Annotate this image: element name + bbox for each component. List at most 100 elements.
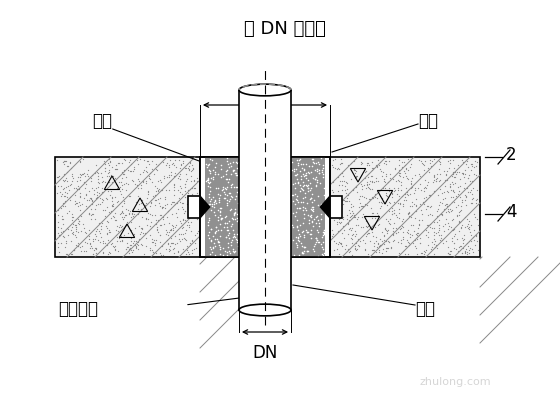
Point bbox=[356, 158, 365, 165]
Point bbox=[138, 177, 147, 184]
Point bbox=[448, 180, 457, 187]
Point bbox=[108, 179, 117, 185]
Point bbox=[104, 162, 113, 168]
Point bbox=[360, 175, 369, 181]
Point bbox=[329, 179, 338, 185]
Point bbox=[53, 174, 62, 180]
Point bbox=[338, 160, 347, 166]
Point bbox=[304, 217, 313, 223]
Point bbox=[334, 205, 343, 211]
Point bbox=[341, 198, 350, 204]
Point bbox=[106, 188, 115, 194]
Point bbox=[296, 233, 305, 240]
Point bbox=[343, 220, 352, 226]
Point bbox=[318, 200, 327, 206]
Point bbox=[298, 183, 307, 189]
Point bbox=[102, 225, 111, 231]
Point bbox=[462, 223, 471, 229]
Point bbox=[464, 171, 473, 178]
Point bbox=[106, 208, 115, 214]
Point bbox=[459, 240, 468, 246]
Point bbox=[472, 163, 480, 169]
Point bbox=[222, 167, 231, 173]
Point bbox=[120, 200, 129, 207]
Point bbox=[170, 183, 179, 190]
Point bbox=[203, 232, 212, 238]
Point bbox=[169, 172, 178, 179]
Point bbox=[380, 226, 389, 233]
Point bbox=[353, 214, 362, 221]
Point bbox=[184, 224, 193, 230]
Point bbox=[452, 236, 461, 242]
Point bbox=[76, 207, 85, 213]
Point bbox=[144, 158, 153, 164]
Point bbox=[470, 211, 479, 217]
Point bbox=[334, 198, 343, 204]
Point bbox=[207, 238, 216, 244]
Point bbox=[344, 249, 353, 256]
Point bbox=[166, 226, 175, 233]
Point bbox=[452, 213, 461, 219]
Point bbox=[225, 163, 234, 170]
Point bbox=[467, 200, 476, 207]
Point bbox=[379, 231, 388, 238]
Point bbox=[110, 247, 119, 253]
Point bbox=[419, 162, 428, 168]
Point bbox=[442, 176, 451, 183]
Point bbox=[458, 198, 466, 205]
Point bbox=[176, 238, 185, 244]
Point bbox=[338, 216, 347, 223]
Point bbox=[91, 250, 100, 257]
Point bbox=[86, 212, 95, 218]
Point bbox=[207, 226, 216, 233]
Point bbox=[75, 185, 84, 191]
Point bbox=[311, 234, 320, 241]
Point bbox=[230, 209, 239, 215]
Point bbox=[460, 180, 469, 187]
Point bbox=[72, 185, 81, 191]
Point bbox=[184, 201, 193, 207]
Point bbox=[370, 215, 379, 221]
Point bbox=[78, 200, 87, 207]
Point bbox=[148, 249, 157, 255]
Point bbox=[67, 181, 76, 187]
Point bbox=[301, 170, 310, 177]
Point bbox=[85, 194, 94, 201]
Point bbox=[91, 202, 100, 209]
Point bbox=[394, 167, 403, 173]
Point bbox=[380, 232, 389, 239]
Point bbox=[126, 157, 135, 164]
Point bbox=[381, 192, 390, 198]
Point bbox=[215, 208, 224, 215]
Point bbox=[60, 161, 69, 167]
Point bbox=[350, 212, 359, 218]
Point bbox=[464, 224, 473, 230]
Point bbox=[129, 178, 138, 185]
Point bbox=[315, 238, 324, 245]
Point bbox=[105, 167, 114, 173]
Point bbox=[145, 247, 154, 253]
Point bbox=[165, 248, 174, 254]
Point bbox=[394, 210, 403, 216]
Point bbox=[230, 248, 239, 255]
Point bbox=[54, 212, 63, 218]
Point bbox=[349, 210, 358, 216]
Point bbox=[303, 228, 312, 235]
Point bbox=[140, 208, 149, 214]
Point bbox=[169, 239, 178, 246]
Point bbox=[180, 235, 189, 241]
Point bbox=[472, 200, 480, 206]
Point bbox=[212, 227, 221, 234]
Point bbox=[363, 160, 372, 166]
Point bbox=[288, 167, 297, 173]
Point bbox=[441, 209, 450, 215]
Point bbox=[180, 229, 189, 236]
Point bbox=[215, 192, 224, 198]
Point bbox=[117, 182, 126, 189]
Point bbox=[230, 211, 239, 217]
Point bbox=[66, 194, 74, 200]
Point bbox=[84, 188, 93, 195]
Point bbox=[138, 169, 147, 176]
Point bbox=[389, 227, 398, 234]
Point bbox=[473, 216, 482, 223]
